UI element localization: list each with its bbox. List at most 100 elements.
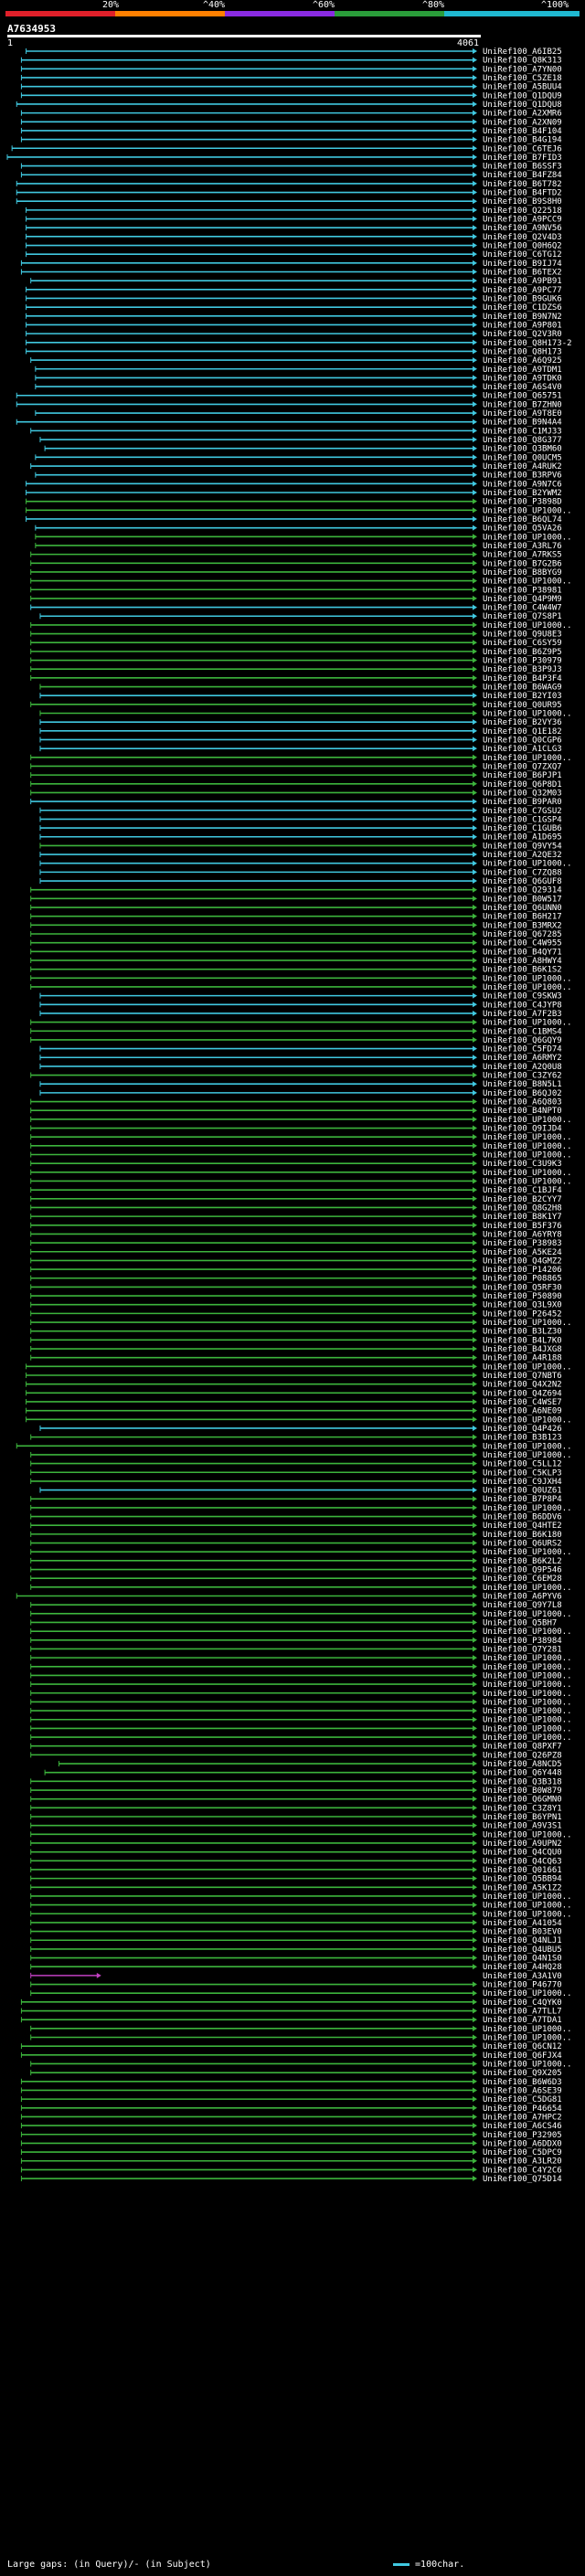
hit-label[interactable]: UniRef100_Q9IJD4 bbox=[483, 1125, 562, 1134]
hit-label[interactable]: UniRef100_Q9X205 bbox=[483, 2069, 562, 2078]
hit-label[interactable]: UniRef100_B3MRX2 bbox=[483, 921, 562, 930]
hit-label[interactable]: UniRef100_B6T782 bbox=[483, 180, 562, 189]
hit-label[interactable]: UniRef100_Q32M03 bbox=[483, 789, 562, 798]
hit-label[interactable]: UniRef100_UP1000.. bbox=[483, 1019, 572, 1028]
hit-label[interactable]: UniRef100_Q6Y448 bbox=[483, 1769, 562, 1778]
hit-label[interactable]: UniRef100_B6DDV6 bbox=[483, 1513, 562, 1522]
hit-label[interactable]: UniRef100_A4R188 bbox=[483, 1354, 562, 1363]
hit-label[interactable]: UniRef100_C5DG81 bbox=[483, 2095, 562, 2104]
hit-label[interactable]: UniRef100_B6QL74 bbox=[483, 515, 562, 525]
hit-label[interactable]: UniRef100_Q1DQU8 bbox=[483, 101, 562, 110]
hit-label[interactable]: UniRef100_A9NV56 bbox=[483, 224, 562, 233]
hit-label[interactable]: UniRef100_C7ZQ88 bbox=[483, 868, 562, 877]
hit-label[interactable]: UniRef100_Q8G377 bbox=[483, 436, 562, 445]
hit-label[interactable]: UniRef100_A7YN00 bbox=[483, 65, 562, 74]
hit-label[interactable]: UniRef100_C5LL12 bbox=[483, 1460, 562, 1469]
hit-label[interactable]: UniRef100_P50890 bbox=[483, 1292, 562, 1301]
hit-label[interactable]: UniRef100_UP1000.. bbox=[483, 1116, 572, 1125]
hit-label[interactable]: UniRef100_Q9U8E3 bbox=[483, 631, 562, 640]
hit-label[interactable]: UniRef100_B8BYG9 bbox=[483, 568, 562, 578]
hit-label[interactable]: UniRef100_C3U9K3 bbox=[483, 1160, 562, 1169]
hit-label[interactable]: UniRef100_Q4UBU5 bbox=[483, 1945, 562, 1955]
hit-label[interactable]: UniRef100_C4WSE7 bbox=[483, 1398, 562, 1407]
hit-label[interactable]: UniRef100_P38981 bbox=[483, 586, 562, 595]
hit-label[interactable]: UniRef100_C1GUB6 bbox=[483, 824, 562, 833]
hit-label[interactable]: UniRef100_UP1000.. bbox=[483, 1724, 572, 1733]
hit-label[interactable]: UniRef100_Q4N1S0 bbox=[483, 1955, 562, 1964]
hit-label[interactable]: UniRef100_C5ZE18 bbox=[483, 74, 562, 83]
hit-label[interactable]: UniRef100_P30979 bbox=[483, 657, 562, 666]
hit-label[interactable]: UniRef100_Q8PXF7 bbox=[483, 1743, 562, 1752]
hit-label[interactable]: UniRef100_P26452 bbox=[483, 1309, 562, 1319]
hit-label[interactable]: UniRef100_Q6FJX4 bbox=[483, 2051, 562, 2061]
hit-label[interactable]: UniRef100_C1DZS6 bbox=[483, 303, 562, 313]
hit-label[interactable]: UniRef100_UP1000.. bbox=[483, 1584, 572, 1593]
hit-label[interactable]: UniRef100_UP1000.. bbox=[483, 1707, 572, 1716]
hit-label[interactable]: UniRef100_Q6P8D1 bbox=[483, 780, 562, 790]
hit-label[interactable]: UniRef100_P3898D bbox=[483, 498, 562, 507]
hit-label[interactable]: UniRef100_B6SSF3 bbox=[483, 163, 562, 172]
hit-label[interactable]: UniRef100_Q9Y7L8 bbox=[483, 1601, 562, 1610]
hit-label[interactable]: UniRef100_B4QY71 bbox=[483, 948, 562, 957]
hit-label[interactable]: UniRef100_Q29314 bbox=[483, 886, 562, 896]
hit-label[interactable]: UniRef100_UP1000.. bbox=[483, 1319, 572, 1328]
hit-label[interactable]: UniRef100_UP1000.. bbox=[483, 1627, 572, 1637]
hit-label[interactable]: UniRef100_Q75D14 bbox=[483, 2175, 562, 2184]
hit-label[interactable]: UniRef100_B9S8H0 bbox=[483, 197, 562, 207]
hit-label[interactable]: UniRef100_UP1000.. bbox=[483, 1548, 572, 1557]
hit-label[interactable]: UniRef100_A6IB25 bbox=[483, 48, 562, 57]
hit-label[interactable]: UniRef100_B4G194 bbox=[483, 136, 562, 145]
hit-label[interactable]: UniRef100_C3ZY62 bbox=[483, 1072, 562, 1081]
hit-label[interactable]: UniRef100_C1MJ33 bbox=[483, 427, 562, 436]
hit-label[interactable]: UniRef100_B9IJ74 bbox=[483, 260, 562, 269]
hit-label[interactable]: UniRef100_A1CLG3 bbox=[483, 745, 562, 754]
hit-label[interactable]: UniRef100_UP1000.. bbox=[483, 2025, 572, 2034]
hit-label[interactable]: UniRef100_A6Q925 bbox=[483, 356, 562, 366]
hit-label[interactable]: UniRef100_Q7NBT6 bbox=[483, 1372, 562, 1381]
hit-label[interactable]: UniRef100_A8HWY4 bbox=[483, 957, 562, 966]
hit-label[interactable]: UniRef100_UP1000.. bbox=[483, 1142, 572, 1151]
hit-label[interactable]: UniRef100_A2Q0U8 bbox=[483, 1063, 562, 1072]
hit-label[interactable]: UniRef100_A41054 bbox=[483, 1919, 562, 1928]
hit-label[interactable]: UniRef100_Q0CGP6 bbox=[483, 736, 562, 745]
hit-label[interactable]: UniRef100_Q8K313 bbox=[483, 57, 562, 66]
hit-label[interactable]: UniRef100_A7HPC2 bbox=[483, 2113, 562, 2122]
hit-label[interactable]: UniRef100_UP1000.. bbox=[483, 621, 572, 631]
hit-label[interactable]: UniRef100_UP1000.. bbox=[483, 506, 572, 515]
hit-label[interactable]: UniRef100_B6Z9P5 bbox=[483, 648, 562, 657]
hit-label[interactable]: UniRef100_UP1000.. bbox=[483, 710, 572, 719]
hit-label[interactable]: UniRef100_A4HQ28 bbox=[483, 1963, 562, 1972]
hit-label[interactable]: UniRef100_B2YI03 bbox=[483, 692, 562, 701]
hit-label[interactable]: UniRef100_Q22518 bbox=[483, 207, 562, 216]
hit-label[interactable]: UniRef100_C7GSU2 bbox=[483, 807, 562, 816]
hit-label[interactable]: UniRef100_A2QE32 bbox=[483, 851, 562, 860]
hit-label[interactable]: UniRef100_C6EM28 bbox=[483, 1574, 562, 1584]
hit-label[interactable]: UniRef100_A2XMR6 bbox=[483, 110, 562, 119]
hit-label[interactable]: UniRef100_C1GSP4 bbox=[483, 815, 562, 824]
hit-label[interactable]: UniRef100_Q7S8P1 bbox=[483, 612, 562, 621]
hit-label[interactable]: UniRef100_Q9P546 bbox=[483, 1566, 562, 1575]
hit-label[interactable]: UniRef100_UP1000.. bbox=[483, 1169, 572, 1178]
hit-label[interactable]: UniRef100_Q5RF30 bbox=[483, 1283, 562, 1292]
hit-label[interactable]: UniRef100_Q6URS2 bbox=[483, 1540, 562, 1549]
hit-label[interactable]: UniRef100_Q4CQ63 bbox=[483, 1857, 562, 1866]
hit-label[interactable]: UniRef100_A3RL76 bbox=[483, 542, 562, 551]
hit-label[interactable]: UniRef100_P46770 bbox=[483, 1981, 562, 1990]
hit-label[interactable]: UniRef100_C4JYP8 bbox=[483, 1001, 562, 1010]
hit-label[interactable]: UniRef100_A9UPN2 bbox=[483, 1839, 562, 1849]
hit-label[interactable]: UniRef100_Q3B318 bbox=[483, 1777, 562, 1786]
hit-label[interactable]: UniRef100_Q5BH7 bbox=[483, 1618, 557, 1627]
hit-label[interactable]: UniRef100_B3P9J3 bbox=[483, 665, 562, 674]
hit-label[interactable]: UniRef100_B4JXG8 bbox=[483, 1345, 562, 1354]
hit-label[interactable]: UniRef100_B6K1S2 bbox=[483, 966, 562, 975]
hit-label[interactable]: UniRef100_A7F2B3 bbox=[483, 1010, 562, 1019]
hit-label[interactable]: UniRef100_A6DDX0 bbox=[483, 2139, 562, 2148]
hit-label[interactable]: UniRef100_C4W955 bbox=[483, 939, 562, 949]
hit-label[interactable]: UniRef100_B3RPV6 bbox=[483, 472, 562, 481]
hit-label[interactable]: UniRef100_B5F376 bbox=[483, 1222, 562, 1231]
hit-label[interactable]: UniRef100_B9N4A4 bbox=[483, 419, 562, 428]
hit-label[interactable]: UniRef100_UP1000.. bbox=[483, 1504, 572, 1513]
hit-label[interactable]: UniRef100_UP1000.. bbox=[483, 754, 572, 763]
hit-label[interactable]: UniRef100_Q6GQY9 bbox=[483, 1036, 562, 1045]
hit-label[interactable]: UniRef100_A6PYV6 bbox=[483, 1593, 562, 1602]
